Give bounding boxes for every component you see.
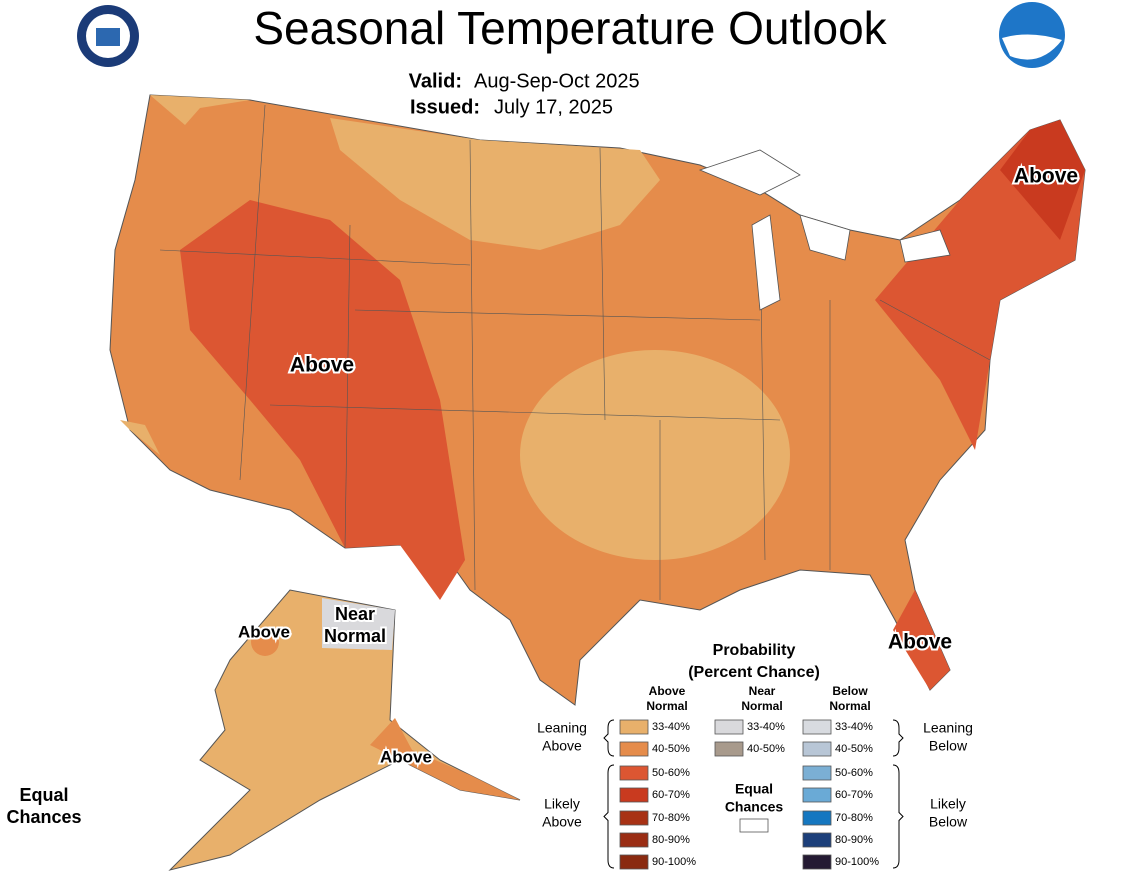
legend-swatch <box>714 741 744 757</box>
legend-column-header: Normal <box>646 699 687 713</box>
region-label: Near <box>335 604 375 624</box>
legend-column-header: Normal <box>741 699 782 713</box>
legend-group-label: Below <box>929 738 968 754</box>
legend-column-header: Below <box>832 684 868 698</box>
legend-group-label: Likely <box>930 796 966 812</box>
region-label: Above <box>1014 165 1078 188</box>
legend-swatch <box>619 741 649 757</box>
alaska <box>168 589 521 871</box>
legend-item-label: 33-40% <box>747 721 785 733</box>
legend-item-label: 90-100% <box>652 856 696 868</box>
region-label: Above <box>238 622 290 641</box>
legend-brace <box>892 719 904 757</box>
legend-item-label: 70-80% <box>835 812 873 824</box>
legend-brace <box>892 764 904 869</box>
valid-label: Valid: <box>409 70 462 92</box>
legend-title: (Percent Chance) <box>688 664 820 681</box>
legend-swatch <box>739 818 769 833</box>
legend-group-label: Leaning <box>537 720 587 736</box>
legend-group-label: Equal <box>735 781 773 797</box>
doc-logo <box>77 5 139 67</box>
legend-swatch <box>619 854 649 870</box>
legend-item-label: 80-90% <box>652 834 690 846</box>
legend-item-label: 40-50% <box>835 743 873 755</box>
legend-swatch <box>619 719 649 735</box>
valid-value: Aug-Sep-Oct 2025 <box>474 70 640 92</box>
legend-swatch <box>802 787 832 803</box>
legend-item-label: 40-50% <box>747 743 785 755</box>
legend-group-label: Likely <box>544 796 580 812</box>
region-label: Chances <box>6 807 81 827</box>
legend-swatch <box>802 719 832 735</box>
region-label: Above <box>290 354 354 377</box>
legend-item-label: 60-70% <box>652 789 690 801</box>
region-label: Above <box>888 631 952 654</box>
legend-swatch <box>802 765 832 781</box>
legend-swatch <box>802 832 832 848</box>
legend-title: Probability <box>713 642 796 659</box>
legend-item-label: 40-50% <box>652 743 690 755</box>
legend-item-label: 70-80% <box>652 812 690 824</box>
legend-column-header: Near <box>749 684 776 698</box>
legend-group-label: Above <box>542 738 582 754</box>
legend-swatch <box>619 832 649 848</box>
legend-swatch <box>619 787 649 803</box>
legend-brace <box>603 719 615 757</box>
legend-item-label: 90-100% <box>835 856 879 868</box>
region-label: Normal <box>324 626 386 646</box>
issued-value: July 17, 2025 <box>494 96 613 118</box>
legend-swatch <box>802 810 832 826</box>
legend-column-header: Normal <box>829 699 870 713</box>
region-label: Equal <box>19 785 68 805</box>
region-label: Above <box>380 747 432 766</box>
legend-swatch <box>714 719 744 735</box>
legend-item-label: 80-90% <box>835 834 873 846</box>
legend-item-label: 50-60% <box>835 767 873 779</box>
legend-column-header: Above <box>649 684 686 698</box>
legend-item-label: 50-60% <box>652 767 690 779</box>
legend-swatch <box>619 810 649 826</box>
legend-swatch <box>802 741 832 757</box>
legend-group-label: Chances <box>725 799 784 815</box>
issued-label: Issued: <box>410 96 480 118</box>
legend-swatch <box>802 854 832 870</box>
legend-group-label: Below <box>929 814 968 830</box>
legend-swatch <box>619 765 649 781</box>
legend-item-label: 60-70% <box>835 789 873 801</box>
title: Seasonal Temperature Outlook <box>253 2 887 54</box>
legend-group-label: Leaning <box>923 720 973 736</box>
legend-item-label: 33-40% <box>652 721 690 733</box>
conus <box>109 94 1086 706</box>
legend-item-label: 33-40% <box>835 721 873 733</box>
legend: Probability(Percent Chance)AboveNormal33… <box>537 642 973 870</box>
legend-group-label: Above <box>542 814 582 830</box>
noaa-logo <box>999 2 1065 68</box>
legend-brace <box>603 764 615 869</box>
